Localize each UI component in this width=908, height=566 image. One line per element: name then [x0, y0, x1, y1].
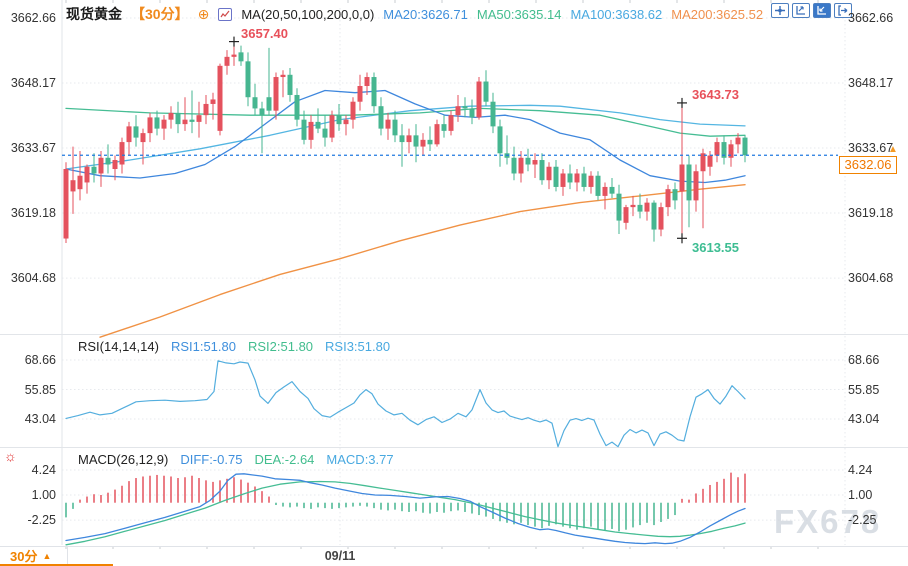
- date-label: 09/11: [324, 549, 356, 563]
- rsi2-value: RSI2:51.80: [247, 339, 314, 354]
- axis-label: 3619.18: [10, 206, 56, 221]
- axis-label: 3633.67: [10, 141, 56, 156]
- rsi-title[interactable]: RSI(14,14,14): [78, 339, 159, 354]
- high-price-annotation: 3657.40: [241, 26, 288, 41]
- price-up-arrow-icon: ▲: [888, 144, 898, 155]
- crosshair-tool-icon[interactable]: [771, 3, 789, 18]
- axis-zoom-icon[interactable]: [792, 3, 810, 18]
- axis-label: 3619.18: [848, 206, 894, 221]
- axis-label: 55.85: [24, 382, 56, 397]
- indicator-settings-icon[interactable]: ☼: [4, 448, 17, 464]
- swing-high-annotation: 3643.73: [692, 87, 739, 102]
- dea-value: DEA:-2.64: [254, 452, 315, 467]
- swing-low-annotation: 3613.55: [692, 240, 739, 255]
- symbol-name: 现货黄金: [66, 6, 122, 22]
- axis-label: 3604.68: [848, 271, 894, 286]
- axis-label: 4.24: [31, 463, 56, 477]
- axis-label: 43.04: [848, 412, 880, 426]
- ma50-value: MA50:3635.14: [476, 6, 562, 22]
- chart-header: 现货黄金 【30分】 ⊕ MA(20,50,100,200,0,0) MA20:…: [66, 4, 763, 24]
- chart-toolbar: [771, 3, 852, 18]
- macd-title[interactable]: MACD(26,12,9): [78, 452, 169, 467]
- timeline-bar: 30分 ▲ 09/11: [0, 546, 908, 566]
- add-favorite-icon[interactable]: ⊕: [197, 5, 210, 22]
- ma200-value: MA200:3625.52: [671, 6, 764, 22]
- diff-value: DIFF:-0.75: [180, 452, 243, 467]
- tab-30min-label: 30分: [10, 549, 38, 564]
- ma100-value: MA100:3638.62: [570, 6, 663, 22]
- last-price-box: 3632.06: [839, 156, 897, 174]
- axis-label: 3633.67: [848, 141, 894, 156]
- axis-zoom-active-icon[interactable]: [813, 3, 831, 18]
- tab-arrow-icon: ▲: [42, 550, 52, 561]
- axis-label: 3662.66: [10, 11, 56, 25]
- axis-label: 68.66: [848, 353, 880, 367]
- active-tab-underline: [0, 564, 113, 566]
- period-badge: 【30分】: [131, 6, 189, 22]
- axis-label: 68.66: [24, 353, 56, 367]
- axis-label: 55.85: [848, 382, 880, 397]
- axis-label: 3604.68: [10, 271, 56, 286]
- axis-label: -2.25: [27, 513, 57, 528]
- axis-label: -2.25: [848, 513, 877, 528]
- rsi-header: RSI(14,14,14) RSI1:51.80 RSI2:51.80 RSI3…: [78, 339, 390, 354]
- axis-label: 3662.66: [848, 11, 894, 25]
- axis-label: 3648.17: [10, 76, 56, 90]
- axis-label: 43.04: [24, 412, 56, 426]
- rsi3-value: RSI3:51.80: [325, 339, 391, 354]
- axis-label: 4.24: [848, 463, 873, 477]
- tab-30min[interactable]: 30分 ▲: [0, 547, 68, 564]
- macd-header: MACD(26,12,9) DIFF:-0.75 DEA:-2.64 MACD:…: [78, 452, 394, 467]
- ma-settings-label[interactable]: MA(20,50,100,200,0,0): [241, 6, 375, 22]
- axis-label: 3648.17: [848, 76, 894, 90]
- macd-value: MACD:3.77: [326, 452, 394, 467]
- axis-label: 1.00: [848, 488, 873, 502]
- watermark: FX678: [774, 503, 882, 540]
- rsi1-value: RSI1:51.80: [170, 339, 236, 354]
- ma20-value: MA20:3626.71: [383, 6, 468, 22]
- axis-label: 1.00: [31, 488, 56, 502]
- pop-out-icon[interactable]: [834, 3, 852, 18]
- candlestick-style-icon[interactable]: [218, 7, 233, 21]
